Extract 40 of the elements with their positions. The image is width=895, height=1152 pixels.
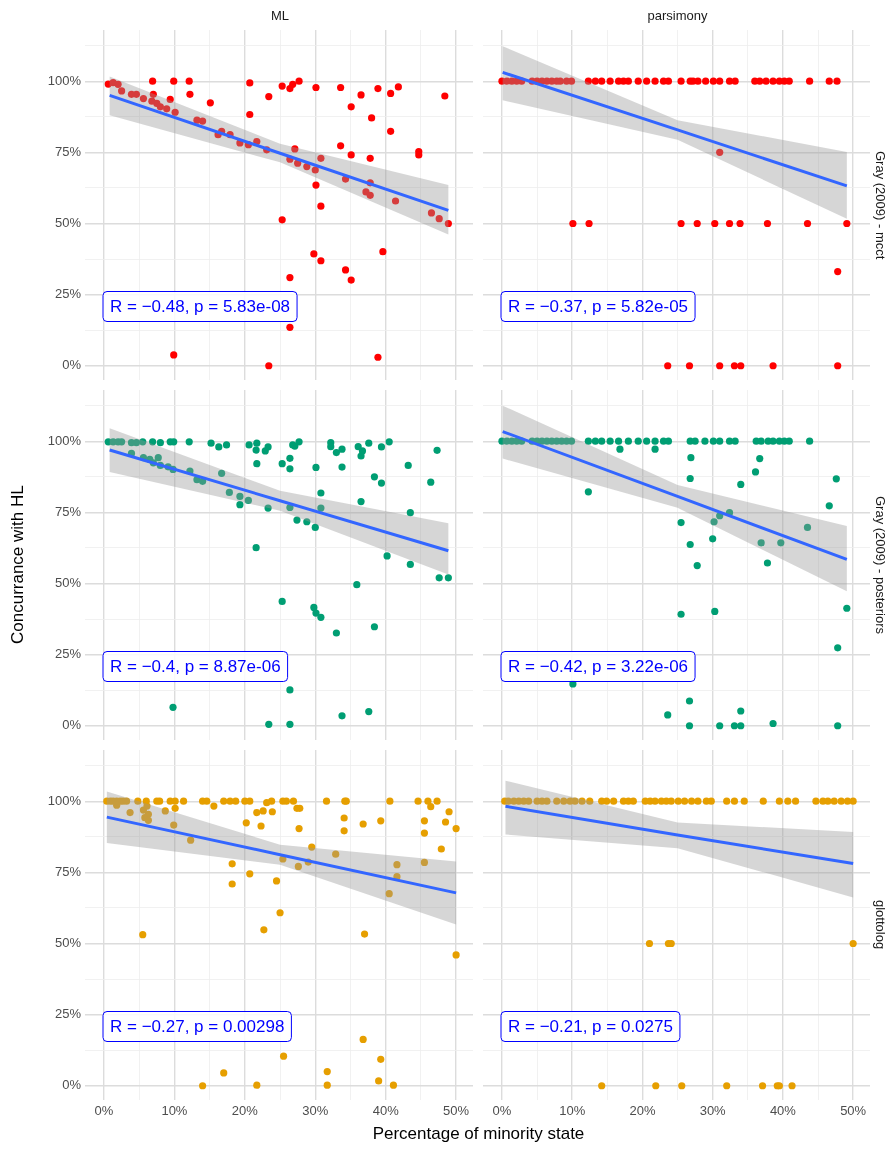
y-tick-label: 75% [54,503,82,519]
y-tick-label: 0% [62,1077,82,1093]
x-tick-label: 20% [231,1103,259,1119]
y-tick-label: 100% [47,72,82,88]
y-axis-title: Concurrance with HL [8,484,28,647]
y-tick-label: 100% [47,432,82,448]
x-axis-title: Percentage of minority state [371,1124,586,1144]
x-tick-label: 0% [94,1103,114,1119]
y-tick-label: 0% [62,717,82,733]
x-tick-label: 10% [559,1103,586,1119]
annotation: R = −0.48, p = 5.83e-08 [110,297,291,317]
x-tick-label: 50% [840,1103,867,1119]
x-tick-label: 10% [161,1103,188,1119]
x-tick-label: 40% [372,1103,400,1119]
y2-axis-title: Gray (2009) - mcct [873,149,888,262]
y-tick-label: 75% [54,863,82,879]
annotation: R = −0.4, p = 8.87e-06 [110,657,281,677]
y-tick-label: 50% [54,575,82,591]
y-tick-label: 25% [54,286,82,302]
annotation: R = −0.42, p = 3.22e-06 [508,657,689,677]
y-tick-label: 100% [47,792,82,808]
y2-axis-title: Gray (2009) - posteriors [873,495,888,636]
y-tick-label: 50% [54,935,82,951]
chart-title: parsimony [646,8,709,23]
x-tick-label: 50% [443,1103,470,1119]
x-tick-label: 30% [302,1103,329,1119]
y-tick-label: 50% [54,215,82,231]
annotation: R = −0.21, p = 0.0275 [508,1017,673,1037]
y2-axis-title: glottolog [873,899,888,952]
y-tick-label: 75% [54,143,82,159]
x-tick-label: 0% [492,1103,512,1119]
y-tick-label: 25% [54,646,82,662]
annotation: R = −0.37, p = 5.82e-05 [508,297,689,317]
y-tick-label: 0% [62,357,82,373]
annotation: R = −0.27, p = 0.00298 [110,1017,285,1037]
y-tick-label: 25% [54,1006,82,1022]
x-tick-label: 40% [769,1103,797,1119]
x-tick-label: 30% [699,1103,727,1119]
chart-title: ML [269,8,291,23]
x-tick-label: 20% [629,1103,656,1119]
